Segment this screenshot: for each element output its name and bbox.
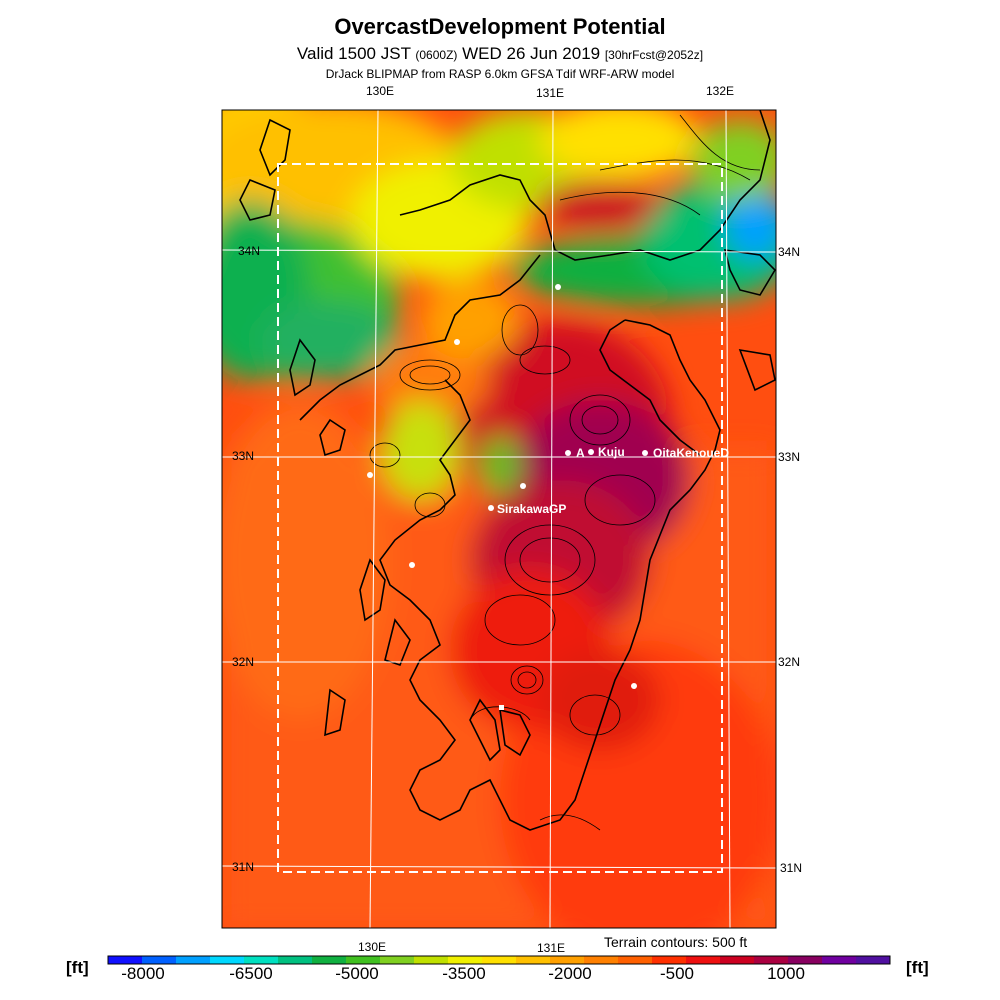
site-kuju-marker — [588, 449, 594, 455]
colorbar-segment — [856, 956, 891, 964]
colorbar-segment — [244, 956, 279, 964]
lat-label-left: 33N — [232, 449, 255, 463]
colorbar-segment — [686, 956, 721, 964]
lat-label-left: 31N — [232, 860, 255, 874]
map-frame — [221, 109, 777, 929]
color-field — [222, 110, 776, 928]
colorbar-segment — [414, 956, 449, 964]
site-a-marker — [565, 450, 571, 456]
lon-label-bottom: 130E — [358, 940, 387, 954]
colorbar-tick-label: -5000 — [335, 964, 379, 983]
unit-label-left: [ft] — [66, 958, 89, 977]
site-markers — [367, 284, 648, 710]
lon-label-top: 132E — [706, 84, 735, 98]
site-label-oita: OitaKenoueD — [653, 446, 730, 460]
colorbar-tick-label: -3500 — [442, 964, 486, 983]
lon-label-top: 131E — [536, 86, 565, 100]
terrain-contours — [369, 114, 761, 831]
lat-label-right: 33N — [778, 450, 801, 464]
lon-label-top: 130E — [366, 84, 395, 98]
lat-label-right: 34N — [778, 245, 801, 259]
colorbar-segment — [380, 956, 415, 964]
lon-label-bottom: 131E — [537, 941, 566, 955]
colorbar-segment — [788, 956, 823, 964]
city-marker — [631, 683, 637, 689]
colorbar-segment — [142, 956, 177, 964]
colorbar-tick-label: -500 — [659, 964, 695, 983]
city-marker — [454, 339, 460, 345]
lat-label-right: 32N — [778, 655, 801, 669]
city-marker — [409, 562, 415, 568]
colorbar-segment — [448, 956, 483, 964]
colorbar-segment — [720, 956, 755, 964]
colorbar-tick-label: -8000 — [121, 964, 165, 983]
colorbar-segment — [652, 956, 687, 964]
lat-label-right: 31N — [780, 861, 803, 875]
coastline — [239, 109, 777, 831]
unit-label-right: [ft] — [906, 958, 929, 977]
site-label-kuju: Kuju — [598, 445, 625, 459]
city-marker — [555, 284, 561, 290]
colorbar-segment — [482, 956, 517, 964]
city-marker — [499, 705, 504, 710]
colorbar-segment — [754, 956, 789, 964]
colorbar-segment — [210, 956, 245, 964]
colorbar-segment — [516, 956, 551, 964]
colorbar-segment — [550, 956, 585, 964]
valid-date: WED 26 Jun 2019 — [457, 44, 605, 63]
lat-label-left: 34N — [238, 244, 261, 258]
colorbar-tick-label: -2000 — [548, 964, 592, 983]
colorbar-segment — [584, 956, 619, 964]
terrain-contour-note: Terrain contours: 500 ft — [604, 934, 748, 950]
colorbar-frame — [107, 955, 891, 965]
site-oita-marker — [642, 450, 648, 456]
colorbar-tick-label: 1000 — [767, 964, 805, 983]
city-marker — [520, 483, 526, 489]
inner-domain-boundary — [277, 163, 723, 873]
colorbar-segment — [176, 956, 211, 964]
colorbar-segment — [312, 956, 347, 964]
city-marker — [367, 472, 373, 478]
valid-forecast: [30hrFcst@2052z] — [604, 48, 704, 62]
site-label-sirakawa: SirakawaGP — [497, 502, 567, 516]
graticule — [221, 109, 777, 929]
colorbar-segment — [822, 956, 857, 964]
valid-time-line: Valid 1500 JST (0600Z) WED 26 Jun 2019 [… — [0, 44, 1000, 64]
valid-utc: (0600Z) — [415, 48, 458, 62]
colorbar-segment — [346, 956, 381, 964]
model-line: DrJack BLIPMAP from RASP 6.0km GFSA Tdif… — [325, 67, 675, 81]
colorbar-segment — [278, 956, 313, 964]
color-scale-bar — [107, 955, 891, 965]
valid-main: Valid 1500 JST — [296, 44, 416, 63]
site-sirakawa-marker — [488, 505, 494, 511]
colorbar-segment — [108, 956, 143, 964]
site-label-a: A — [576, 446, 585, 460]
colorbar-tick-label: -6500 — [229, 964, 273, 983]
lat-label-left: 32N — [232, 655, 255, 669]
map-title: OvercastDevelopment Potential — [334, 14, 666, 39]
colorbar-segment — [618, 956, 653, 964]
